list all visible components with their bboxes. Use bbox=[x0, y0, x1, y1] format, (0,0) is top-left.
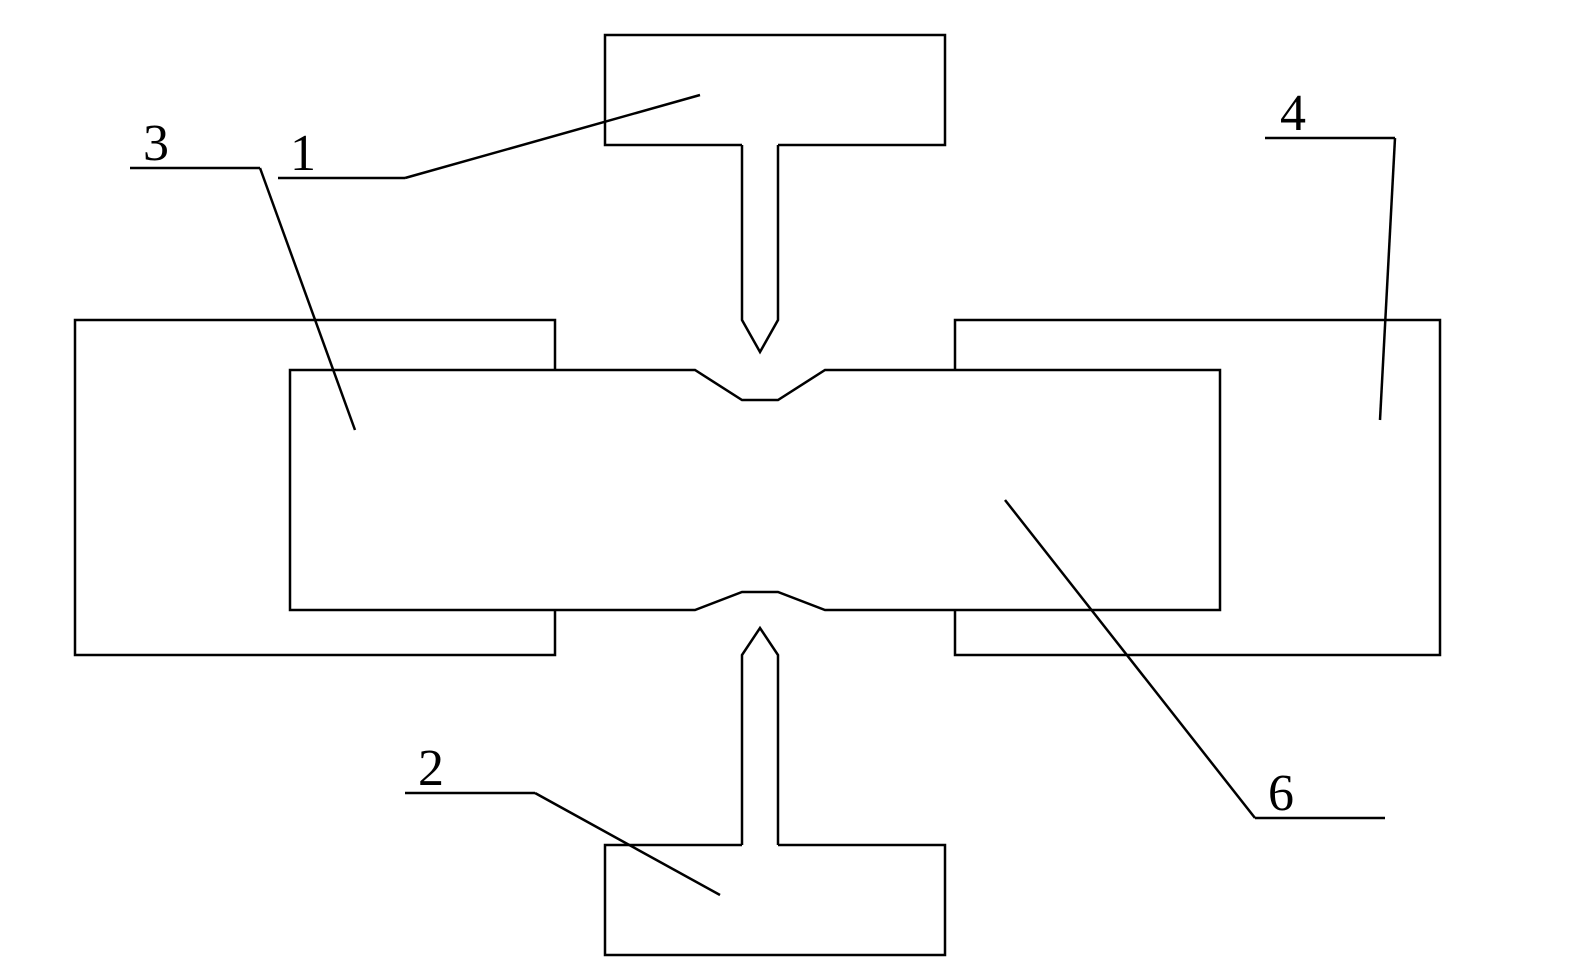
label-1: 1 bbox=[278, 95, 700, 182]
label-3-text: 3 bbox=[143, 115, 169, 172]
label-2-text: 2 bbox=[418, 740, 444, 797]
top-block bbox=[605, 35, 945, 145]
label-6: 6 bbox=[1005, 500, 1385, 822]
diagram-canvas: 1 2 3 4 6 bbox=[0, 0, 1573, 980]
bottom-stem bbox=[742, 628, 778, 845]
center-specimen bbox=[290, 370, 1220, 610]
label-4: 4 bbox=[1265, 85, 1395, 420]
label-1-text: 1 bbox=[290, 125, 316, 182]
bottom-block bbox=[605, 845, 945, 955]
label-2: 2 bbox=[405, 740, 720, 895]
label-4-text: 4 bbox=[1280, 85, 1306, 142]
label-3: 3 bbox=[130, 115, 355, 430]
top-stem bbox=[742, 145, 778, 352]
label-6-text: 6 bbox=[1268, 765, 1294, 822]
